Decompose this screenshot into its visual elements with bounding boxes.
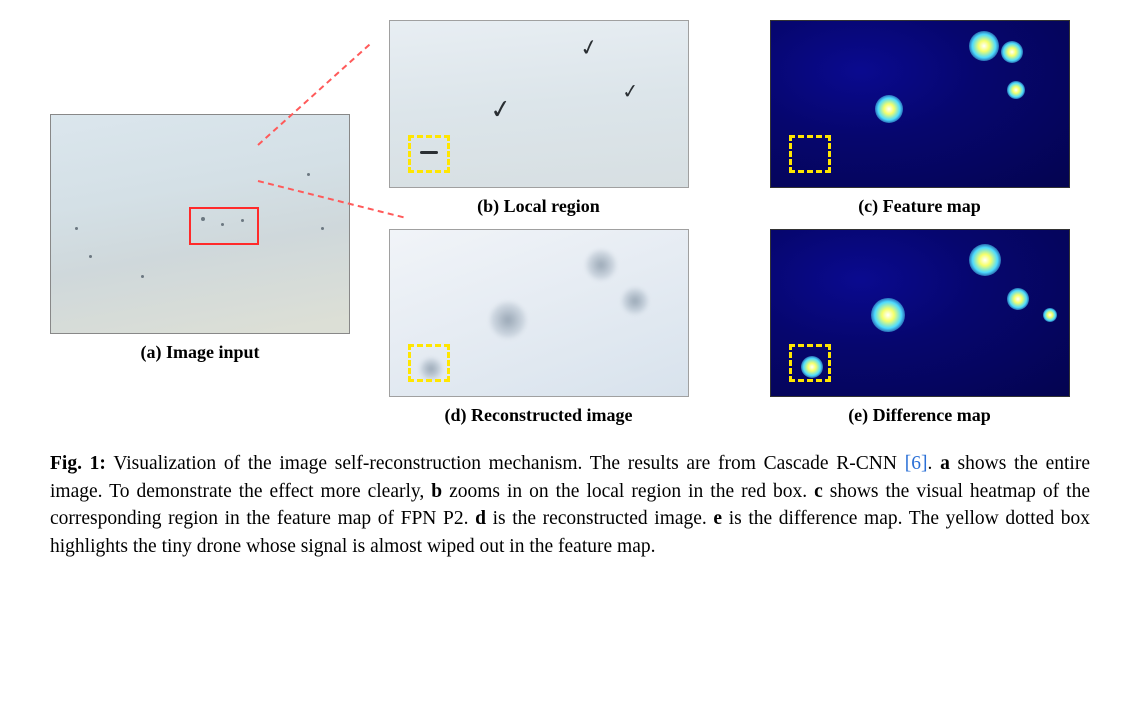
panel-c: (c) Feature map [749,20,1090,217]
bg-dot [221,223,224,226]
bird-icon: ✓ [620,78,639,105]
panel-d: (d) Reconstructed image [368,229,709,426]
bg-dot [307,173,310,176]
panel-e-image [770,229,1070,397]
recon-smudge [586,250,616,280]
heatmap-hotspot [969,31,999,61]
bg-dot [89,255,92,258]
red-selection-box [189,207,259,245]
diff-hotspot [871,298,905,332]
caption-text: . [927,453,940,474]
caption-bold-e: e [713,508,722,529]
caption-text: zooms in on the local region in the red … [442,481,814,502]
bg-dot [75,227,78,230]
caption-fig-label: Fig. 1: [50,453,106,474]
panel-d-image [389,229,689,397]
diff-hotspot [969,244,1001,276]
heatmap-hotspot [1001,41,1023,63]
caption-bold-b: b [431,481,442,502]
caption-bold-c: c [814,481,823,502]
figure-caption: Fig. 1: Visualization of the image self-… [50,450,1090,561]
bird-icon: ✓ [488,94,514,127]
diff-hotspot [1007,288,1029,310]
yellow-dashed-box [408,344,450,382]
figure-grid: (a) Image input ✓ ✓ ✓ (b) Local region (… [50,20,1090,426]
recon-smudge [490,302,526,338]
panel-c-label: (c) Feature map [858,196,981,217]
panel-b: ✓ ✓ ✓ (b) Local region [368,20,709,217]
panel-b-label: (b) Local region [477,196,600,217]
panel-e: (e) Difference map [749,229,1090,426]
caption-bold-a: a [940,453,950,474]
panels-bcde: ✓ ✓ ✓ (b) Local region (c) Feature map [368,20,1090,426]
caption-bold-d: d [475,508,486,529]
panel-a-label: (a) Image input [50,342,350,363]
caption-text: is the reconstructed image. [486,508,713,529]
yellow-dashed-box [789,344,831,382]
yellow-dashed-box [789,135,831,173]
panel-a-column: (a) Image input [50,20,350,426]
panel-a-image [50,114,350,334]
heatmap-hotspot [1007,81,1025,99]
bg-dot [321,227,324,230]
recon-smudge [622,288,648,314]
bg-dot [141,275,144,278]
caption-text: Visualization of the image self-reconstr… [106,453,905,474]
panel-c-image [770,20,1070,188]
yellow-dashed-box [408,135,450,173]
panel-e-label: (e) Difference map [848,405,991,426]
panel-d-label: (d) Reconstructed image [445,405,633,426]
bg-dot [201,217,205,221]
bg-dot [241,219,244,222]
citation-link[interactable]: [6] [905,453,928,474]
diff-hotspot [1043,308,1057,322]
bird-icon: ✓ [577,33,600,62]
heatmap-hotspot [875,95,903,123]
panel-b-image: ✓ ✓ ✓ [389,20,689,188]
